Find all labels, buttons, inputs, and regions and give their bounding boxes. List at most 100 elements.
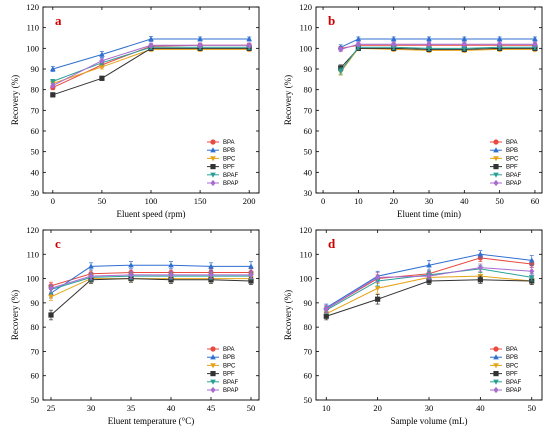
legend-label: BPB <box>506 148 518 154</box>
data-point <box>197 36 203 42</box>
data-point <box>88 273 94 280</box>
y-tick-label: 80 <box>31 322 40 332</box>
legend-item: BPC <box>490 156 519 162</box>
legend-marker <box>210 354 216 360</box>
legend-marker <box>493 164 499 170</box>
data-point <box>461 36 468 42</box>
legend-label: BPAF <box>506 380 522 386</box>
legend: BPA BPB BPC BPF BPAF BPAP <box>207 139 239 187</box>
x-tick-label: 20 <box>389 196 398 206</box>
x-tick-label: 45 <box>207 403 216 413</box>
y-tick-label: 110 <box>27 23 39 33</box>
data-point <box>246 42 252 49</box>
y-tick-label: 50 <box>31 147 40 157</box>
data-point <box>168 271 174 279</box>
legend-label: BPF <box>506 372 518 378</box>
y-tick-label: 100 <box>299 274 312 284</box>
data-point <box>426 46 432 52</box>
legend-item: BPAP <box>207 179 239 187</box>
series-line <box>50 274 251 289</box>
data-point <box>208 271 214 279</box>
y-axis-title: Recovery (%) <box>283 75 293 125</box>
legend-label: BPAP <box>506 388 522 394</box>
legend-item: BPB <box>490 354 518 361</box>
data-point <box>375 274 381 281</box>
data-point <box>48 285 54 292</box>
data-point <box>48 312 54 318</box>
data-point <box>248 271 254 279</box>
data-point <box>497 41 503 48</box>
data-point <box>208 263 214 269</box>
data-point <box>50 66 56 72</box>
data-point <box>461 41 467 48</box>
legend-item: BPAF <box>490 379 522 386</box>
legend-label: BPF <box>506 165 518 171</box>
legend-item: BPF <box>207 371 235 378</box>
x-tick-label: 30 <box>425 403 434 413</box>
y-tick-label: 90 <box>304 64 313 74</box>
x-tick-label: 35 <box>127 403 136 413</box>
data-point <box>50 92 56 98</box>
x-tick-label: 40 <box>476 403 485 413</box>
data-point <box>197 42 203 49</box>
data-point <box>323 305 329 313</box>
legend: BPA BPB BPC BPF BPAF BPAP <box>490 346 522 394</box>
y-tick-label: 120 <box>26 225 39 235</box>
legend: BPA BPB BPC BPF BPAF BPAP <box>490 139 522 187</box>
x-tick-label: 0 <box>321 196 325 206</box>
y-tick-label: 80 <box>31 85 40 95</box>
x-tick-label: 40 <box>167 403 176 413</box>
legend-marker <box>493 386 499 394</box>
panel-label: a <box>55 13 62 28</box>
data-point <box>99 51 105 57</box>
y-tick-label: 100 <box>26 274 39 284</box>
legend-marker <box>493 379 499 385</box>
legend-item: BPF <box>207 164 235 171</box>
y-axis-title: Recovery (%) <box>10 290 20 340</box>
legend-item: BPB <box>207 147 235 154</box>
legend-item: BPAF <box>490 172 522 179</box>
legend-item: BPB <box>207 354 235 361</box>
legend-marker <box>210 363 216 369</box>
series-line <box>50 275 251 290</box>
x-tick-label: 50 <box>247 403 256 413</box>
legend-item: BPC <box>207 363 236 369</box>
series-bpb <box>50 36 252 72</box>
legend-marker <box>210 164 216 170</box>
legend-label: BPA <box>506 140 518 146</box>
legend-item: BPA <box>490 346 518 353</box>
legend-marker <box>493 139 499 145</box>
legend-item: BPAP <box>207 386 239 394</box>
series-bpc <box>50 46 252 87</box>
data-point <box>338 46 344 53</box>
legend-marker <box>210 386 216 394</box>
data-point <box>426 262 432 268</box>
legend-label: BPAP <box>506 181 522 187</box>
y-tick-label: 90 <box>304 298 313 308</box>
legend-marker <box>210 379 216 385</box>
series-line <box>340 47 535 73</box>
data-point <box>248 263 254 269</box>
data-point <box>148 42 154 49</box>
legend-item: BPC <box>490 363 519 369</box>
data-point <box>529 268 535 275</box>
legend-marker <box>210 156 216 162</box>
y-tick-label: 120 <box>299 2 312 12</box>
legend-item: BPAP <box>490 179 522 187</box>
series-bpap <box>50 42 252 89</box>
legend: BPA BPB BPC BPF BPAF BPAP <box>207 346 239 394</box>
y-tick-label: 50 <box>304 147 313 157</box>
legend-label: BPA <box>223 347 235 353</box>
chart-panel-c: 50 60 70 80 90 100 110 120 25 30 35 40 45 50 Eluent te… <box>10 225 260 426</box>
data-point <box>246 36 252 42</box>
data-point <box>528 275 535 281</box>
data-point <box>99 64 105 70</box>
x-tick-label: 25 <box>47 403 56 413</box>
y-tick-label: 90 <box>31 64 40 74</box>
y-tick-label: 110 <box>300 23 312 33</box>
x-tick-label: 10 <box>322 403 331 413</box>
chart-panel-b: 30 40 50 60 70 80 90 100 110 120 0 10 20 30 40 50 60 Elue… <box>283 2 543 219</box>
legend-label: BPC <box>506 363 519 369</box>
legend-marker <box>493 172 499 178</box>
